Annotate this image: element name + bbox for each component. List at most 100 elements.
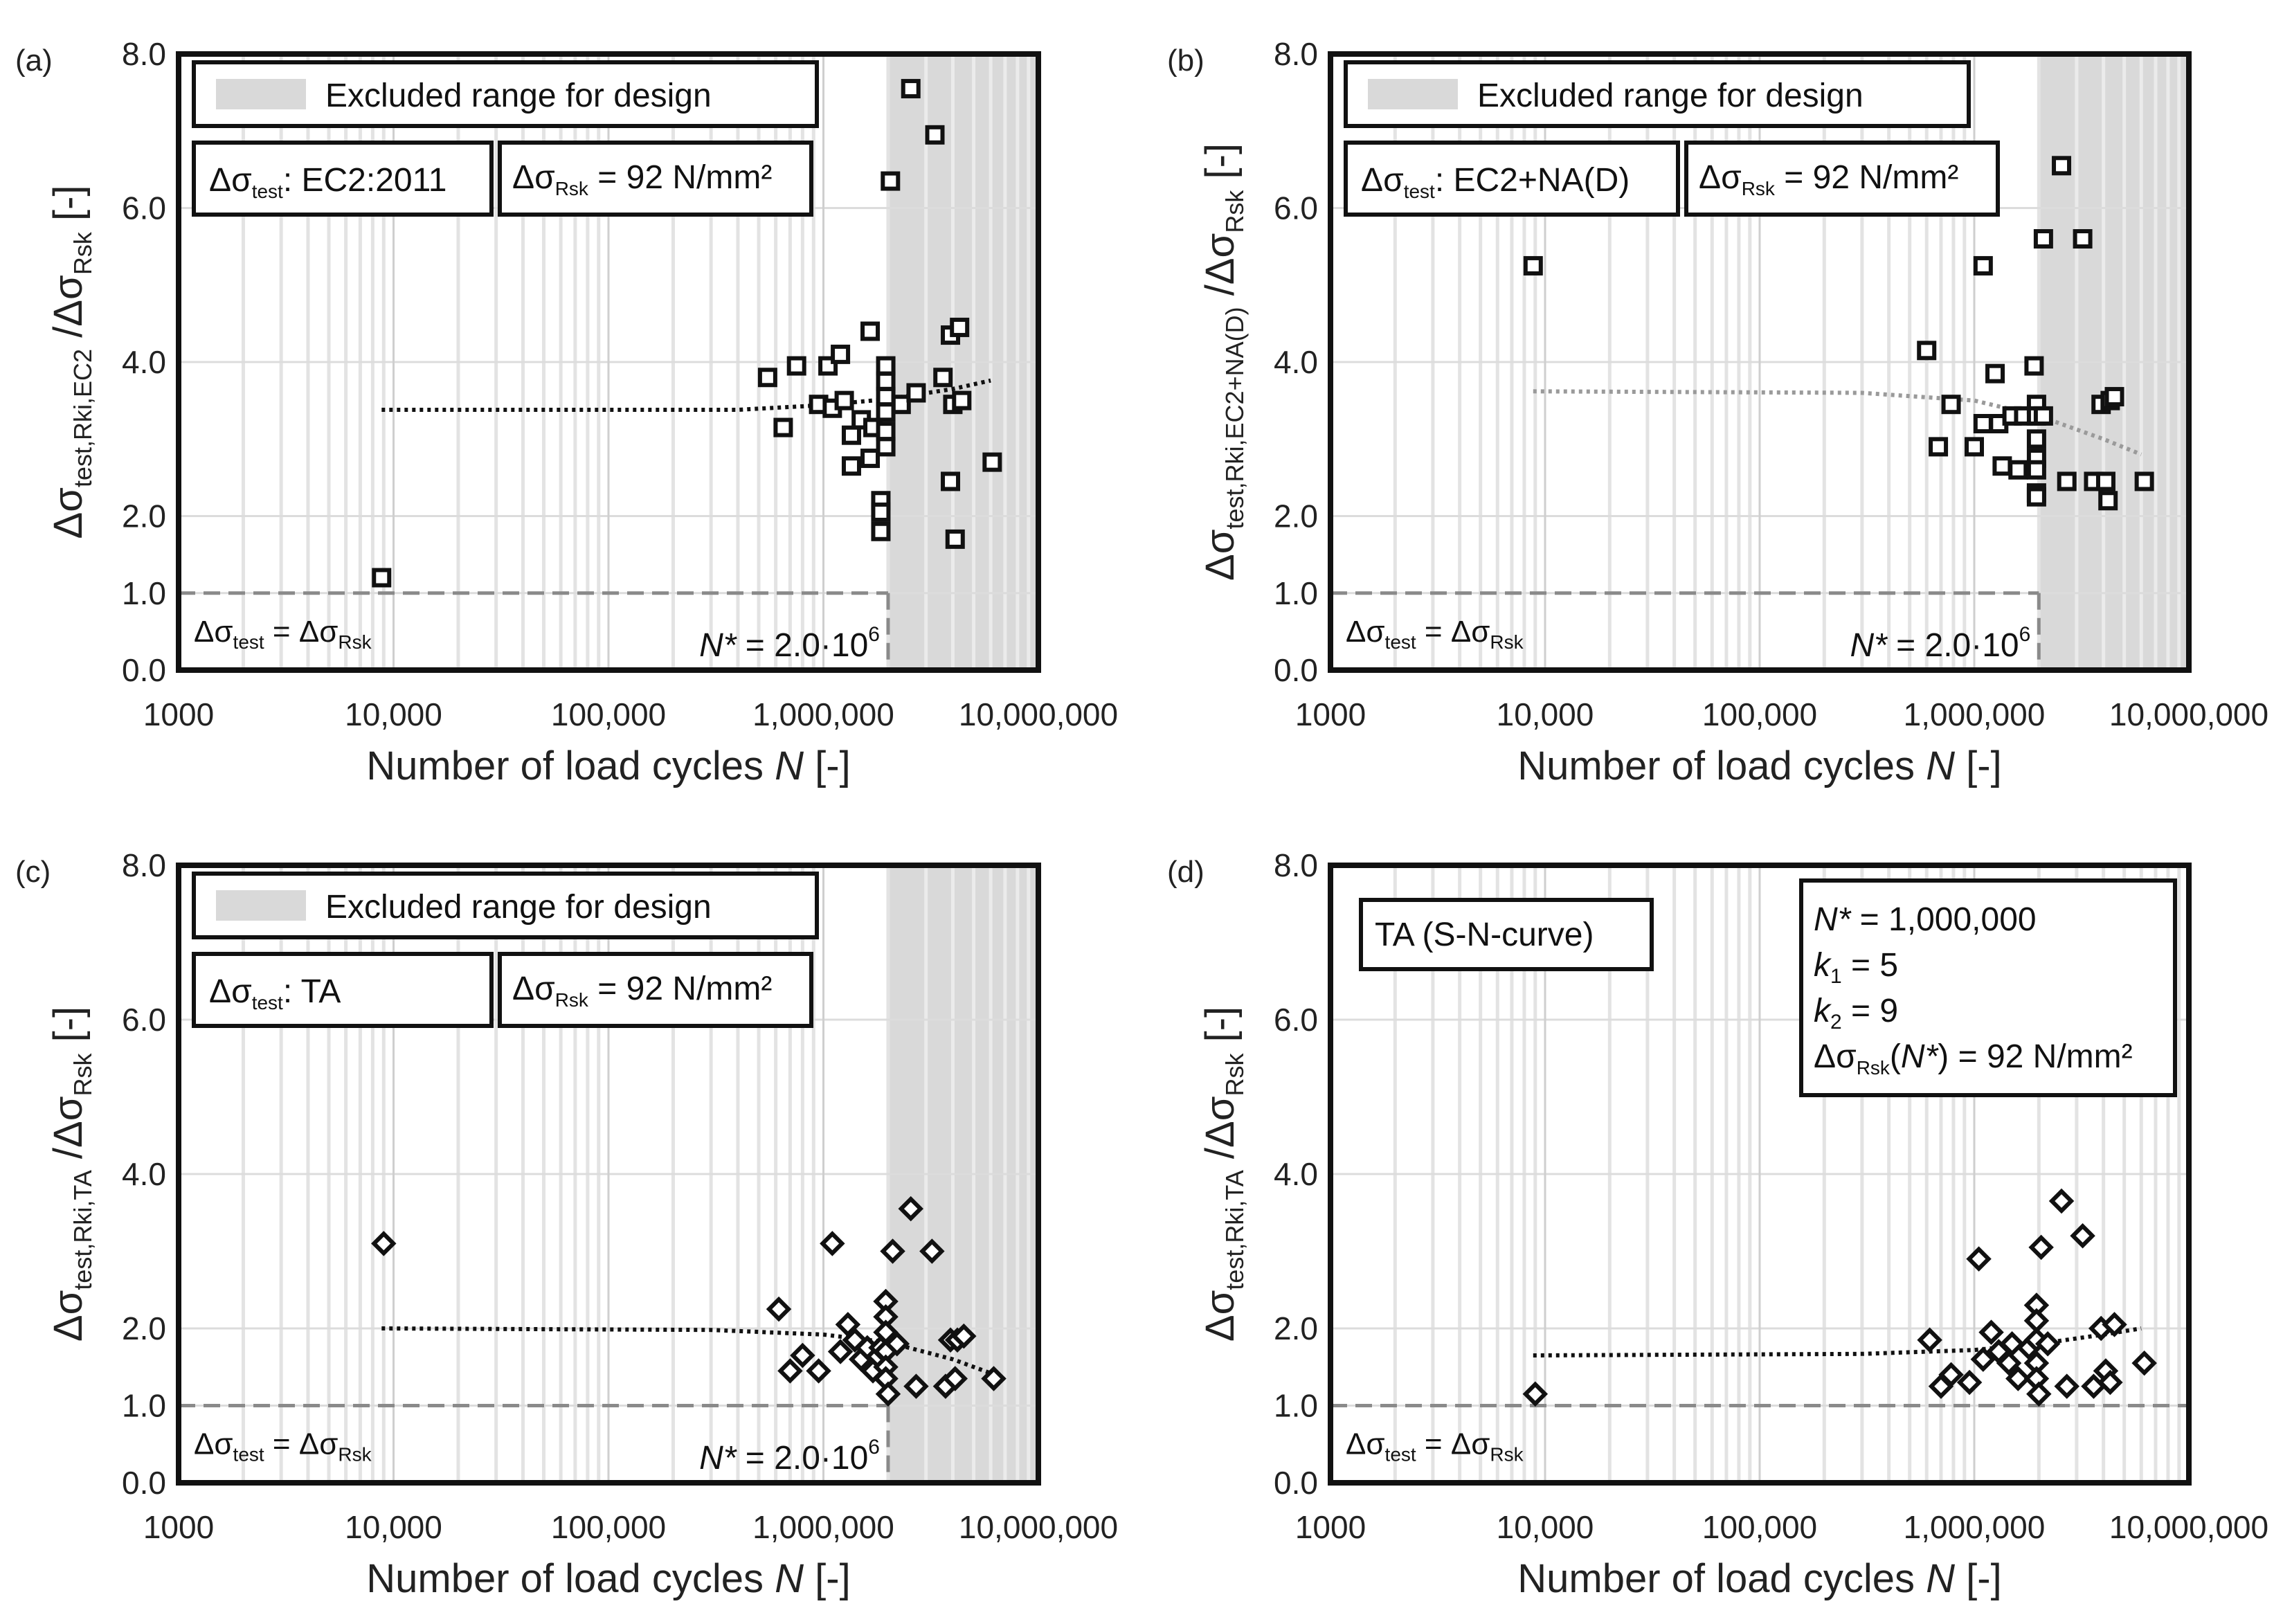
text-span: (d) — [1167, 855, 1204, 889]
text-span: 10,000 — [1497, 696, 1594, 732]
text-span: Rsk — [1742, 178, 1776, 199]
text-span: Number of load cycles — [366, 743, 775, 788]
data-point — [2026, 1381, 2052, 1407]
data-point — [2081, 1373, 2106, 1399]
text-span: Δσ — [209, 973, 252, 1010]
x-axis-title: Number of load cycles N [-] — [1517, 743, 2001, 788]
data-point — [2026, 487, 2046, 507]
data-point — [2134, 471, 2154, 491]
data-point — [806, 1358, 831, 1384]
y-tick-label: 4.0 — [122, 344, 166, 380]
text-span: = Δσ — [264, 615, 339, 649]
text-span: Δσ — [512, 971, 555, 1007]
text-span: k — [1814, 993, 1832, 1029]
x-tick-label: 1000 — [143, 696, 214, 732]
text-span: N — [1926, 1556, 1955, 1601]
text-span: 1.0 — [1274, 1388, 1318, 1424]
text-span: Rsk — [1857, 1057, 1891, 1079]
text-span: 2.0 — [122, 1310, 166, 1346]
data-point — [903, 1373, 929, 1399]
data-point — [2048, 1188, 2075, 1214]
x-tick-label: 10,000 — [1497, 1509, 1594, 1545]
reference-line-label: Δσtest = ΔσRsk — [194, 1427, 372, 1465]
text-span: : TA — [283, 973, 341, 1010]
text-span: 1,000,000 — [752, 696, 894, 732]
data-point — [898, 1196, 923, 1222]
text-span: N — [775, 1556, 804, 1601]
text-span: test,Rki,TA — [69, 1170, 97, 1290]
text-span: 1 — [1830, 965, 1842, 988]
text-span: = 92 N/mm² — [588, 159, 772, 196]
y-tick-label: 0.0 — [1274, 1465, 1318, 1501]
y-axis-title: Δσtest,Rki,TA /ΔσRsk [-] — [46, 1007, 97, 1342]
text-span: Rsk — [69, 1052, 97, 1096]
text-span: 10,000,000 — [2109, 1509, 2268, 1545]
data-point — [2034, 1331, 2061, 1357]
text-span: Excluded range for design — [325, 889, 712, 926]
info-box-test-text: Δσtest: TA — [209, 973, 341, 1013]
data-point — [2098, 491, 2118, 511]
data-point — [1917, 341, 1937, 361]
x-tick-label: 1,000,000 — [752, 1509, 894, 1545]
text-span: Rsk — [555, 178, 589, 199]
text-span: [-] — [1955, 743, 2002, 788]
text-span: Δσ — [209, 162, 252, 199]
text-span: N* — [1850, 627, 1888, 664]
data-point — [777, 1358, 803, 1384]
data-point — [1973, 255, 1993, 276]
legend-label: Excluded range for design — [325, 889, 712, 926]
text-span: 1000 — [1295, 696, 1366, 732]
text-span: = Δσ — [264, 1427, 339, 1461]
y-tick-label: 4.0 — [1274, 344, 1318, 380]
text-span: Δσ — [194, 615, 233, 649]
text-span: : EC2+NA(D) — [1435, 162, 1630, 199]
text-span: Rsk — [1490, 631, 1524, 653]
y-tick-label: 4.0 — [1274, 1156, 1318, 1192]
y-tick-label: 6.0 — [1274, 190, 1318, 226]
x-tick-label: 10,000 — [345, 1509, 442, 1545]
y-tick-label: 1.0 — [1274, 575, 1318, 611]
text-span: Δσ — [46, 487, 91, 539]
text-span: = 1,000,000 — [1850, 901, 2036, 938]
text-span: 8.0 — [1274, 36, 1318, 72]
y-tick-label: 8.0 — [1274, 847, 1318, 883]
data-point — [371, 1231, 397, 1256]
text-span: (c) — [15, 855, 51, 889]
text-span: 10,000 — [345, 696, 442, 732]
x-tick-label: 1,000,000 — [1904, 696, 2046, 732]
data-point — [2026, 460, 2046, 480]
text-span: 100,000 — [1702, 1509, 1817, 1545]
data-point — [841, 425, 861, 445]
data-point — [2104, 387, 2124, 407]
data-point — [876, 402, 896, 422]
text-span: [-] — [1198, 1007, 1243, 1054]
text-span: test,Rki,EC2 — [69, 349, 97, 487]
text-span: [-] — [46, 1007, 91, 1054]
data-point — [2131, 1350, 2157, 1376]
info-box-rsk-text: ΔσRsk = 92 N/mm² — [512, 159, 772, 199]
x-tick-label: 10,000,000 — [959, 1509, 1118, 1545]
data-point — [891, 395, 911, 415]
text-span: 1,000,000 — [1904, 696, 2046, 732]
text-span: Number of load cycles — [1517, 743, 1926, 788]
text-span: Δσ — [194, 1427, 233, 1461]
text-span: test — [252, 992, 283, 1013]
data-point — [2024, 356, 2044, 376]
data-point — [773, 417, 793, 437]
text-span: Δσ — [1699, 159, 1742, 196]
text-span: 6.0 — [122, 190, 166, 226]
data-point — [2054, 1373, 2079, 1399]
data-point — [876, 422, 896, 442]
text-span: [-] — [1955, 1556, 2002, 1601]
text-span: 10,000,000 — [959, 696, 1118, 732]
legend-label: TA (S-N-curve) — [1375, 917, 1594, 953]
text-span: 10,000,000 — [2109, 696, 2268, 732]
data-point — [1985, 363, 2005, 384]
text-span: Δσ — [1198, 1290, 1243, 1342]
panel-label: (a) — [15, 44, 53, 78]
x-tick-label: 100,000 — [1702, 696, 1817, 732]
reference-line-label: Δσtest = ΔσRsk — [1346, 615, 1524, 653]
text-span: test — [252, 181, 283, 202]
x-tick-label: 1000 — [1295, 696, 1366, 732]
